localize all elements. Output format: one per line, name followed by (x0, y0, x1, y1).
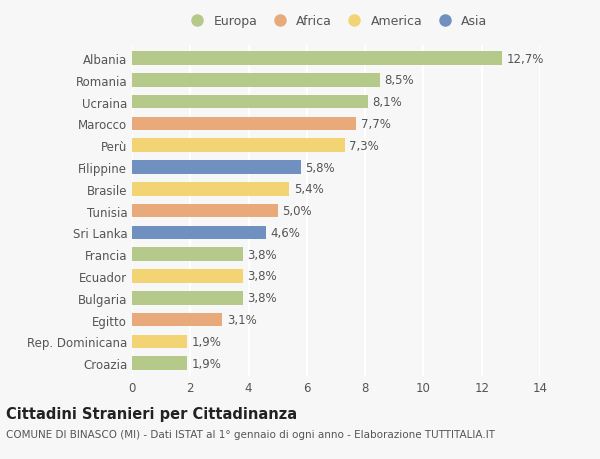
Text: 3,1%: 3,1% (227, 313, 256, 326)
Bar (132, 204, 278, 218)
Bar (132, 74, 380, 87)
Text: 8,5%: 8,5% (384, 74, 414, 87)
Bar (132, 269, 243, 283)
Bar (132, 183, 289, 196)
Text: 4,6%: 4,6% (271, 226, 301, 239)
Text: 8,1%: 8,1% (373, 96, 402, 109)
Text: 3,8%: 3,8% (247, 291, 277, 305)
Bar (132, 161, 301, 174)
Bar (132, 139, 345, 153)
Bar (132, 248, 243, 261)
Text: 5,4%: 5,4% (294, 183, 323, 196)
Bar (132, 95, 368, 109)
Bar (132, 313, 223, 327)
Bar (132, 335, 187, 348)
Text: 3,8%: 3,8% (247, 248, 277, 261)
Text: 1,9%: 1,9% (192, 335, 221, 348)
Text: Cittadini Stranieri per Cittadinanza: Cittadini Stranieri per Cittadinanza (6, 406, 297, 421)
Text: 5,8%: 5,8% (305, 161, 335, 174)
Text: 3,8%: 3,8% (247, 270, 277, 283)
Text: 7,7%: 7,7% (361, 118, 391, 131)
Bar (132, 357, 187, 370)
Text: 5,0%: 5,0% (282, 205, 312, 218)
Bar (132, 226, 266, 240)
Text: 12,7%: 12,7% (506, 52, 544, 66)
Bar (132, 52, 502, 66)
Legend: Europa, Africa, America, Asia: Europa, Africa, America, Asia (179, 10, 493, 33)
Text: COMUNE DI BINASCO (MI) - Dati ISTAT al 1° gennaio di ogni anno - Elaborazione TU: COMUNE DI BINASCO (MI) - Dati ISTAT al 1… (6, 429, 495, 439)
Bar (132, 291, 243, 305)
Text: 7,3%: 7,3% (349, 140, 379, 152)
Text: 1,9%: 1,9% (192, 357, 221, 370)
Bar (132, 118, 356, 131)
